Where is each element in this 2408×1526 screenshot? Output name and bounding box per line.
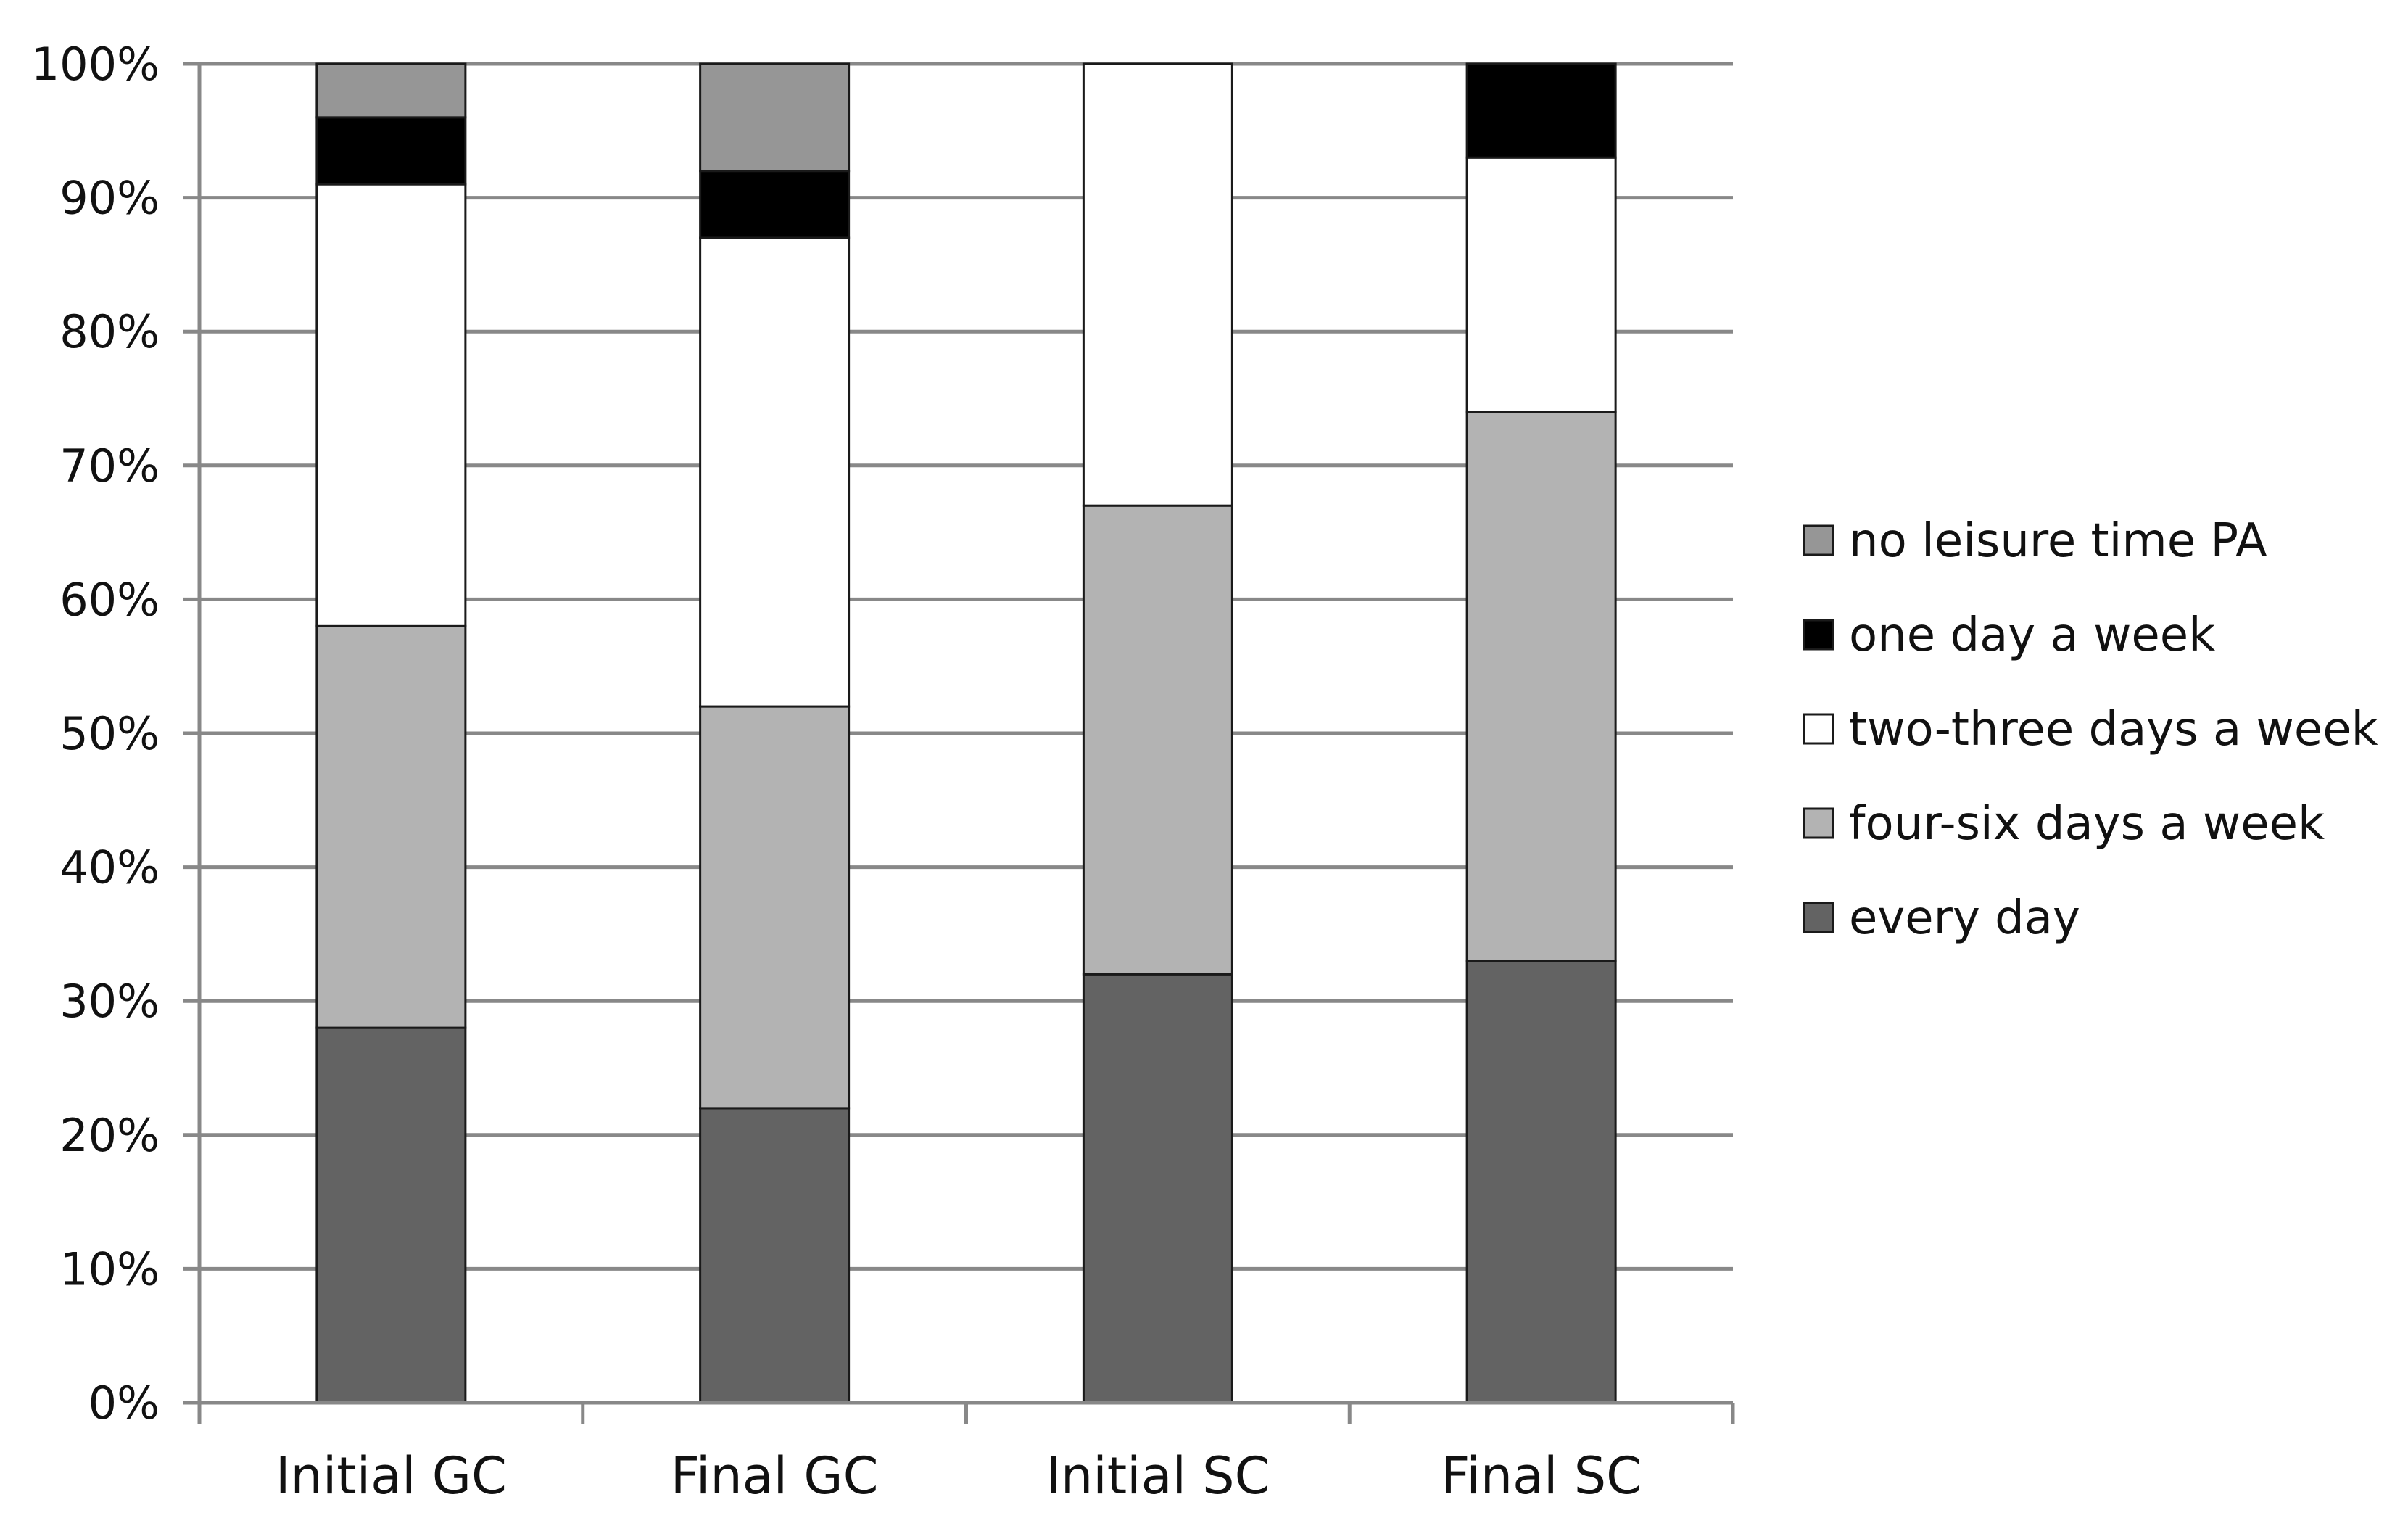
bar-segment bbox=[315, 116, 467, 186]
bar-segment bbox=[1465, 411, 1617, 962]
y-tick-label: 70% bbox=[59, 440, 160, 492]
bar-segment bbox=[315, 183, 467, 627]
x-category-label: Final GC bbox=[671, 1446, 879, 1506]
bar-segment bbox=[1465, 960, 1617, 1404]
legend-swatch bbox=[1803, 619, 1834, 651]
legend-item: no leisure time PA bbox=[1803, 514, 2267, 568]
legend-swatch bbox=[1803, 902, 1834, 933]
legend-label: one day a week bbox=[1849, 609, 2215, 662]
axes: 0% 10% 20% 30% 40% 50% 60% 70% 80% 90% 100% Initial… bbox=[31, 38, 1735, 1506]
bar-segment bbox=[699, 170, 851, 239]
legend-swatch bbox=[1803, 807, 1834, 839]
legend-swatch bbox=[1803, 524, 1834, 556]
legend-label: every day bbox=[1849, 891, 2080, 945]
bar-segment bbox=[699, 62, 851, 173]
bar-segment bbox=[699, 1107, 851, 1404]
y-tick-label: 50% bbox=[59, 707, 160, 760]
legend-item: every day bbox=[1803, 891, 2080, 945]
bars bbox=[315, 62, 1617, 1404]
bar-segment bbox=[1082, 973, 1233, 1404]
y-tick-label: 10% bbox=[59, 1242, 160, 1295]
x-category-label: Initial GC bbox=[276, 1446, 507, 1506]
bar-segment bbox=[699, 705, 851, 1110]
bar-segment bbox=[1082, 504, 1233, 976]
bar-segment bbox=[315, 624, 467, 1029]
y-tick-label: 30% bbox=[59, 975, 160, 1028]
bar-segment bbox=[1082, 62, 1233, 507]
bar-segment bbox=[1465, 156, 1617, 413]
y-tick-label: 0% bbox=[88, 1377, 160, 1430]
legend: no leisure time PA one day a week two-thre… bbox=[1803, 514, 2378, 945]
y-tick-label: 40% bbox=[59, 841, 160, 894]
legend-item: one day a week bbox=[1803, 609, 2215, 662]
y-tick-label: 60% bbox=[59, 573, 160, 626]
legend-swatch bbox=[1803, 713, 1834, 745]
legend-label: four-six days a week bbox=[1849, 797, 2325, 851]
y-tick-label: 80% bbox=[59, 305, 160, 358]
bar-segment bbox=[1465, 62, 1617, 159]
y-tick-label: 100% bbox=[31, 38, 160, 91]
legend-item: two-three days a week bbox=[1803, 703, 2378, 756]
bar-segment bbox=[315, 62, 467, 119]
y-tick-label: 20% bbox=[59, 1109, 160, 1162]
y-tick-label: 90% bbox=[59, 172, 160, 225]
x-category-label: Initial SC bbox=[1046, 1446, 1270, 1506]
legend-label: no leisure time PA bbox=[1849, 514, 2267, 568]
x-category-label: Final SC bbox=[1441, 1446, 1642, 1506]
legend-item: four-six days a week bbox=[1803, 797, 2325, 851]
bar-segment bbox=[699, 236, 851, 708]
bar-segment bbox=[315, 1026, 467, 1404]
legend-label: two-three days a week bbox=[1849, 703, 2378, 756]
